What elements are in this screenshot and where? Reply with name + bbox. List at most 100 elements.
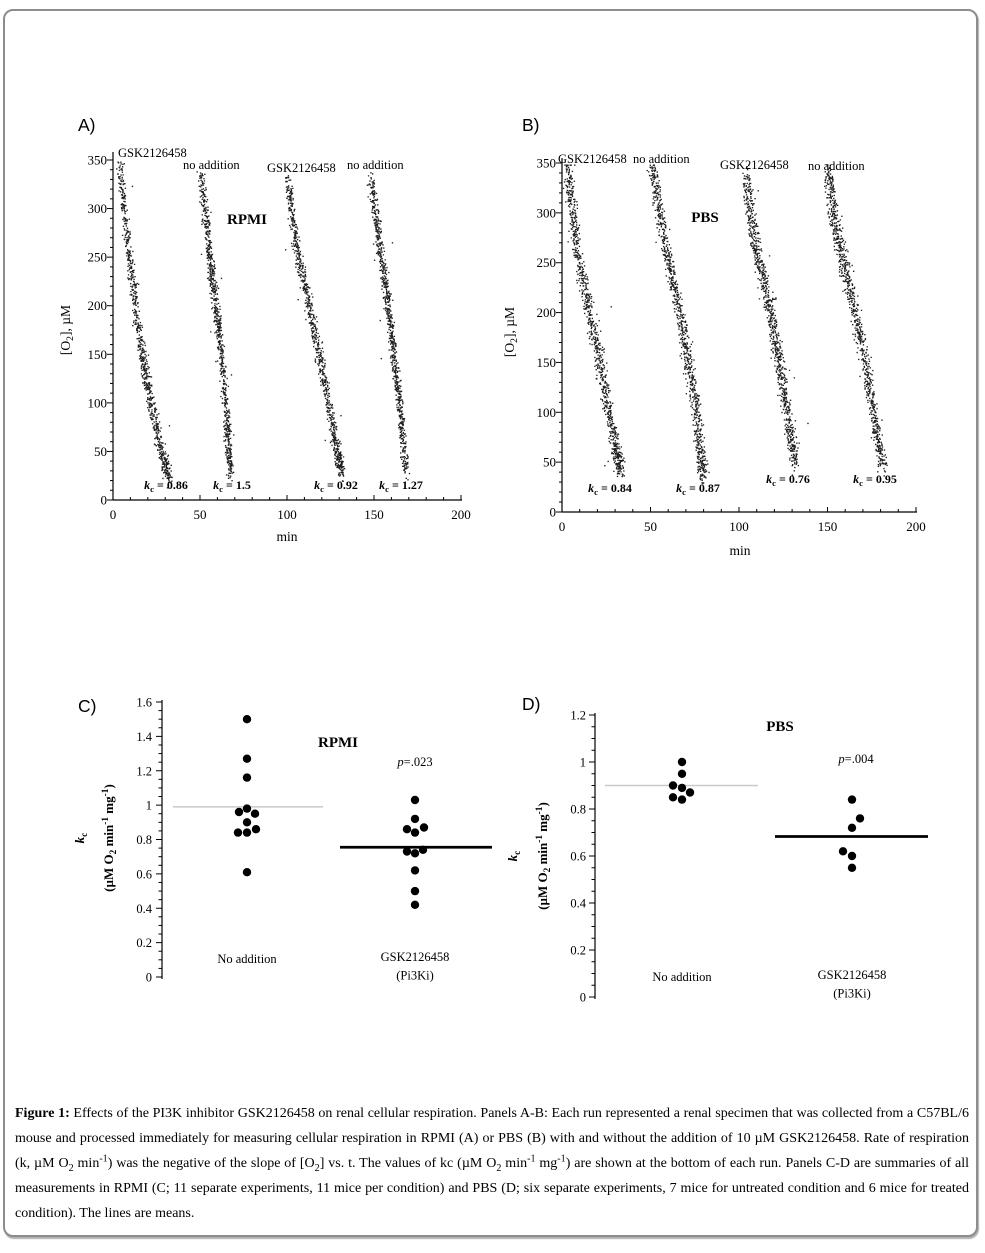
figure-caption: Figure 1: Effects of the PI3K inhibitor … bbox=[15, 1101, 969, 1226]
panel-b-x-tick-label: 100 bbox=[729, 519, 749, 534]
panel-a-x-tick-label: 0 bbox=[110, 507, 117, 522]
panel-a-kc-label-2: kc = 1.5 bbox=[213, 478, 251, 494]
panel-a-x-tick-label: 150 bbox=[364, 507, 384, 522]
caption-text-segment: ] vs. t. The values of kc (µM O bbox=[319, 1156, 497, 1171]
panel-b-y-axis-title: [O2], µM bbox=[502, 307, 520, 357]
panel-a-run-label-1: GSK2126458 bbox=[118, 146, 187, 160]
panel-a-y-tick-label: 300 bbox=[88, 201, 108, 216]
panel-b-x-tick-label: 200 bbox=[906, 519, 926, 534]
panel-c-y-tick-label: 1.6 bbox=[136, 696, 152, 710]
panel-a-y-tick-label: 100 bbox=[88, 395, 108, 410]
panel-b-run-label-3: GSK2126458 bbox=[720, 158, 789, 172]
caption-text-segment: mg bbox=[535, 1156, 558, 1171]
panel-c-group-1-dots bbox=[233, 715, 261, 877]
panel-a-y-ticks: 0 50 100 150 200 250 300 350 bbox=[88, 153, 113, 508]
panel-b-y-tick-label: 50 bbox=[543, 455, 556, 470]
panel-d-data-dot bbox=[677, 795, 687, 804]
panel-c-group-2-label: (Pi3Ki) bbox=[396, 969, 434, 983]
panel-c-data-dot bbox=[242, 868, 252, 877]
panel-b-run-label-2: no addition bbox=[633, 152, 690, 166]
panel-a-letter: A) bbox=[78, 115, 96, 135]
panel-c-y-axis-title-units: (µM O2 min-1 mg-1) bbox=[101, 784, 119, 892]
panel-d: 0 0.2 0.4 0.6 0.8 1 1.2 D) kc (µM O2 min-1 mg-1) P… bbox=[505, 694, 928, 1005]
panel-c-group-1-label: No addition bbox=[217, 952, 277, 966]
panel-b-x-ticks: 0 50 100 150 200 bbox=[559, 507, 926, 534]
panel-b-y-tick-label: 200 bbox=[537, 305, 557, 320]
panel-d-y-tick-label: 0.4 bbox=[570, 897, 586, 911]
caption-text-segment: ) are shown at the bottom of each run. P… bbox=[15, 1156, 970, 1221]
panel-b-y-tick-label: 100 bbox=[537, 405, 557, 420]
panel-a-y-tick-label: 250 bbox=[88, 250, 108, 265]
panel-a: 0 50 100 150 200 250 300 350 0 50 100 150 200 A) [O2],… bbox=[58, 115, 471, 544]
panel-d-y-tick-label: 0.2 bbox=[570, 944, 586, 958]
panel-d-y-axis-title-symbol: kc bbox=[505, 851, 523, 862]
panel-b-y-tick-label: 350 bbox=[537, 156, 557, 171]
caption-text-segment: Figure 1: bbox=[15, 1106, 70, 1121]
panel-d-data-dot bbox=[847, 823, 857, 832]
panel-d-data-dot bbox=[677, 757, 687, 767]
caption-text-segment: min bbox=[73, 1156, 100, 1171]
panel-c-data-dot bbox=[402, 847, 412, 856]
panel-a-run-4-points bbox=[366, 172, 411, 481]
panel-d-medium-label: PBS bbox=[766, 719, 794, 735]
panel-c-data-dot bbox=[242, 754, 252, 763]
panel-c-data-dot bbox=[410, 886, 420, 896]
caption-text-segment: -1 bbox=[557, 1153, 566, 1165]
panel-a-kc-label-1: kc = 0.86 bbox=[144, 478, 188, 494]
panel-a-kc-label-3: kc = 0.92 bbox=[314, 478, 358, 494]
panel-b-y-tick-label: 150 bbox=[537, 355, 557, 370]
panel-b-letter: B) bbox=[522, 115, 540, 135]
panel-d-y-tick-label: 1 bbox=[580, 756, 586, 770]
panel-c: 0 0.2 0.4 0.6 0.8 1 1.2 1.4 1.6 C) kc (µM O2 min-1 … bbox=[72, 696, 492, 985]
panel-d-y-ticks: 0 0.2 0.4 0.6 0.8 1 1.2 bbox=[570, 709, 595, 1005]
panel-b-y-tick-label: 0 bbox=[550, 505, 557, 520]
panel-c-medium-label: RPMI bbox=[318, 735, 358, 751]
panel-c-data-dot bbox=[242, 818, 252, 827]
panel-c-data-dot bbox=[419, 823, 429, 832]
panel-d-y-tick-label: 0 bbox=[580, 991, 586, 1005]
panel-a-y-tick-label: 0 bbox=[101, 493, 108, 508]
panel-d-y-tick-label: 0.8 bbox=[570, 803, 586, 817]
panel-c-p-value-label: p=.023 bbox=[396, 755, 432, 769]
panel-d-letter: D) bbox=[522, 694, 540, 714]
panel-a-x-tick-label: 100 bbox=[277, 507, 297, 522]
panel-b-run-4-points bbox=[824, 164, 888, 477]
caption-text-segment: ) was the negative of the slope of [O bbox=[107, 1156, 315, 1171]
panel-d-data-dot bbox=[677, 769, 687, 778]
panel-d-data-dot bbox=[677, 783, 687, 793]
panel-b: 0 50 100 150 200 250 300 350 0 50 100 150 200 B) [O2],… bbox=[502, 115, 926, 558]
panel-c-data-dot bbox=[410, 795, 420, 805]
panel-c-y-tick-label: 0.6 bbox=[136, 867, 152, 881]
caption-text-segment: -1 bbox=[99, 1153, 108, 1165]
panel-d-data-dot bbox=[668, 793, 678, 802]
panel-b-run-2-points bbox=[646, 164, 710, 485]
panel-c-y-tick-label: 0 bbox=[146, 971, 152, 985]
panel-d-group-1-label: No addition bbox=[652, 970, 712, 984]
panel-c-data-dot bbox=[410, 866, 420, 875]
panel-d-group-2-label: (Pi3Ki) bbox=[833, 987, 871, 1001]
panel-a-x-tick-label: 50 bbox=[194, 507, 207, 522]
panel-d-data-dot bbox=[855, 814, 865, 823]
panel-d-y-tick-label: 1.2 bbox=[570, 709, 586, 723]
caption-text-segment: -1 bbox=[527, 1153, 536, 1165]
panel-a-run-label-4: no addition bbox=[347, 158, 404, 172]
panel-d-group-1-dots bbox=[668, 757, 695, 804]
panel-b-x-tick-label: 0 bbox=[559, 519, 566, 534]
panel-c-data-dot bbox=[250, 809, 260, 818]
panel-a-run-3-points bbox=[285, 175, 346, 482]
panel-d-data-dot bbox=[847, 863, 857, 872]
panel-a-x-ticks: 0 50 100 150 200 bbox=[110, 495, 471, 522]
panel-a-kc-label-4: kc = 1.27 bbox=[379, 478, 423, 494]
caption-text-segment: 2 bbox=[314, 1162, 320, 1174]
panel-c-data-dot bbox=[242, 715, 252, 724]
panel-a-y-tick-label: 150 bbox=[88, 347, 108, 362]
panel-b-x-axis-title: min bbox=[729, 543, 750, 558]
caption-text-segment: min bbox=[501, 1156, 528, 1171]
panel-c-data-dot bbox=[410, 849, 420, 858]
panel-b-run-label-4: no addition bbox=[808, 159, 865, 173]
panel-a-run-1-points bbox=[116, 161, 173, 489]
panel-c-y-tick-label: 0.2 bbox=[136, 936, 152, 950]
panel-a-medium-label: RPMI bbox=[227, 212, 267, 228]
